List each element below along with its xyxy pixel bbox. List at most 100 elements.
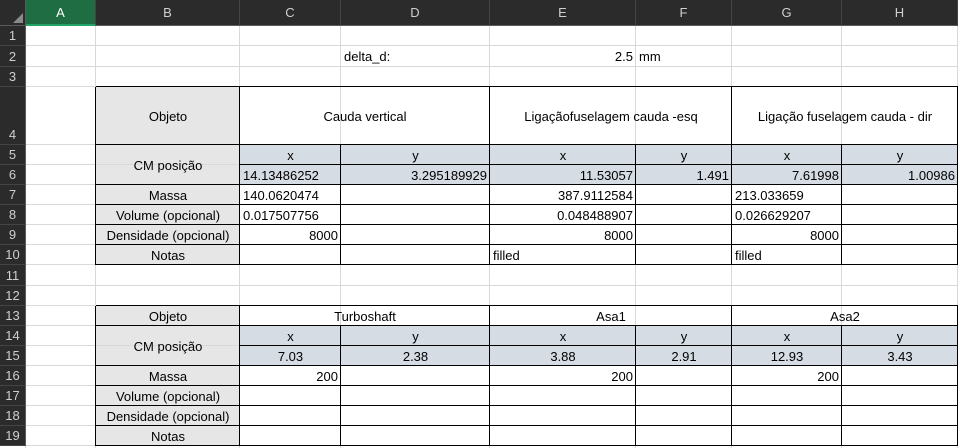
t2-cm-label[interactable]: CM posição	[133, 338, 203, 354]
row-header-5[interactable]: 5	[0, 145, 26, 165]
select-all-corner[interactable]	[0, 0, 26, 26]
t2-cm-y-3[interactable]: 3.43	[887, 348, 913, 364]
t1-cm-x-2[interactable]: 11.53057	[579, 167, 633, 183]
cell-border	[635, 145, 636, 265]
row-header-2[interactable]: 2	[0, 46, 26, 67]
row-header-17[interactable]: 17	[0, 386, 26, 406]
gridline-h	[26, 285, 958, 286]
t1-axis-x-2[interactable]: x	[559, 147, 567, 163]
t2-axis-x-2[interactable]: x	[559, 328, 567, 344]
t1-densidade-label[interactable]: Densidade (opcional)	[106, 227, 230, 243]
t2-massa-label[interactable]: Massa	[148, 368, 188, 384]
t1-volume-2[interactable]: 0.048488907	[557, 207, 633, 223]
t2-massa-3[interactable]: 200	[817, 368, 839, 384]
row-header-10[interactable]: 10	[0, 245, 26, 265]
row-header-3[interactable]: 3	[0, 67, 26, 87]
row-header-6[interactable]: 6	[0, 165, 26, 185]
t1-notas-3[interactable]: filled	[735, 247, 762, 263]
t1-notas-label[interactable]: Notas	[151, 247, 185, 263]
column-header-a[interactable]: A	[26, 0, 96, 26]
t1-volume-label[interactable]: Volume (opcional)	[115, 207, 221, 223]
t1-axis-x-1[interactable]: x	[287, 147, 294, 163]
delta-label[interactable]: delta_d:	[344, 49, 391, 64]
t2-massa-2[interactable]: 200	[611, 368, 633, 384]
cell-border	[95, 306, 96, 446]
t1-notas-2[interactable]: filled	[493, 247, 520, 263]
t1-volume-1[interactable]: 0.017507756	[243, 207, 319, 223]
delta-value[interactable]: 2.5	[614, 49, 633, 64]
t1-cm-label[interactable]: CM posição	[133, 157, 203, 173]
t1-massa-label[interactable]: Massa	[148, 187, 188, 203]
row-header-18[interactable]: 18	[0, 406, 26, 426]
t1-axis-y-2[interactable]: y	[680, 147, 688, 163]
row-header-8[interactable]: 8	[0, 205, 26, 225]
row-header-14[interactable]: 14	[0, 326, 26, 346]
t2-cm-x-1[interactable]: 7.03	[277, 348, 304, 364]
t1-densidade-1[interactable]: 8000	[309, 227, 338, 243]
row-header-16[interactable]: 16	[0, 366, 26, 386]
t1-densidade-3[interactable]: 8000	[810, 227, 839, 243]
t2-cm-x-2[interactable]: 3.88	[550, 348, 576, 364]
t2-cm-x-3[interactable]: 12.93	[770, 348, 804, 364]
t2-objeto-label[interactable]: Objeto	[148, 308, 188, 324]
delta-unit[interactable]: mm	[639, 49, 661, 64]
t1-axis-y-1[interactable]: y	[412, 147, 419, 163]
row-header-1[interactable]: 1	[0, 26, 26, 46]
column-header-b[interactable]: B	[96, 0, 240, 26]
t1-axis-y-3[interactable]: y	[896, 147, 904, 163]
t1-objeto-label[interactable]: Objeto	[148, 108, 188, 124]
column-header-d[interactable]: D	[341, 0, 490, 26]
t2-axis-x-1[interactable]: x	[287, 328, 294, 344]
t2-cm-y-2[interactable]: 2.91	[671, 348, 697, 364]
row-header-11[interactable]: 11	[0, 265, 26, 286]
t2-axis-y-3[interactable]: y	[896, 328, 904, 344]
t2-axis-y-2[interactable]: y	[680, 328, 688, 344]
t2-cm-y-1[interactable]: 2.38	[402, 348, 429, 364]
column-header-f[interactable]: F	[636, 0, 732, 26]
row-header-19[interactable]: 19	[0, 426, 26, 446]
t1-massa-3[interactable]: 213.033659	[735, 187, 804, 203]
t2-densidade-label[interactable]: Densidade (opcional)	[106, 408, 230, 424]
cell-border	[96, 204, 958, 205]
row-header-15[interactable]: 15	[0, 346, 26, 366]
fill-t1-objeto	[96, 87, 240, 145]
row-header-7[interactable]: 7	[0, 185, 26, 205]
t1-massa-2[interactable]: 387.9112584	[558, 187, 633, 203]
t2-axis-x-3[interactable]: x	[783, 328, 791, 344]
t2-volume-label[interactable]: Volume (opcional)	[115, 388, 221, 404]
t1-axis-x-3[interactable]: x	[783, 147, 791, 163]
column-header-h[interactable]: H	[842, 0, 958, 26]
cell-border	[96, 325, 958, 326]
gridline-h	[26, 66, 958, 67]
t1-cm-x-3[interactable]: 7.61998	[792, 167, 839, 183]
t1-densidade-2[interactable]: 8000	[604, 227, 633, 243]
row-header-4[interactable]: 4	[0, 87, 26, 145]
t1-object-ligacao-esq[interactable]: Ligaçãofuselagem cauda -esq	[524, 108, 698, 124]
t1-massa-1[interactable]: 140.0620474	[243, 187, 319, 203]
t1-object-ligacao-dir[interactable]: Ligação fuselagem cauda - dir	[757, 108, 933, 124]
cell-border	[96, 144, 958, 145]
t1-cm-x-1[interactable]: 14.13486252	[243, 167, 319, 183]
cell-border	[96, 86, 958, 87]
t1-cm-y-1[interactable]: 3.295189929	[411, 167, 487, 183]
row-header-9[interactable]: 9	[0, 225, 26, 245]
t2-axis-y-1[interactable]: y	[412, 328, 419, 344]
t2-notas-label[interactable]: Notas	[151, 428, 185, 444]
t2-massa-1[interactable]: 200	[316, 368, 338, 384]
cell-border	[240, 164, 958, 165]
column-header-e[interactable]: E	[490, 0, 636, 26]
t1-volume-3[interactable]: 0.026629207	[735, 207, 811, 223]
t2-object-turboshaft[interactable]: Turboshaft	[334, 308, 396, 324]
t1-object-cauda-vertical[interactable]: Cauda vertical	[323, 108, 407, 124]
cell-border	[240, 345, 958, 346]
t2-object-asa2[interactable]: Asa2	[830, 308, 860, 324]
fill-t2-labels	[96, 306, 240, 446]
row-header-13[interactable]: 13	[0, 306, 26, 326]
t2-object-asa1[interactable]: Asa1	[596, 308, 626, 324]
t1-cm-y-2[interactable]: 1.491	[696, 167, 729, 183]
column-header-g[interactable]: G	[732, 0, 842, 26]
column-header-c[interactable]: C	[240, 0, 341, 26]
t1-cm-y-3[interactable]: 1.00986	[908, 167, 955, 183]
row-header-12[interactable]: 12	[0, 286, 26, 306]
